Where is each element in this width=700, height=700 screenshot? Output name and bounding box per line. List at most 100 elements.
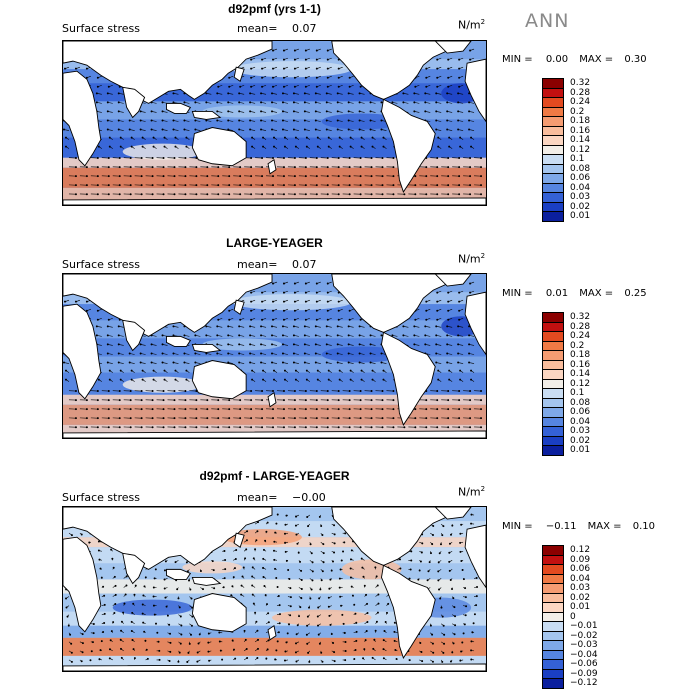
land-mass [331,507,453,566]
mean-value: −0.00 [292,491,326,504]
colorbar-tick-label: 0.24 [570,331,591,341]
colorbar-tick-label: 0.06 [570,564,591,574]
colorbar-tick-label: 0.02 [570,592,591,603]
colorbar-tick-label: 0.08 [570,163,591,174]
field-label: Surface stress [62,491,140,504]
colorbar-tick-label: 0.04 [570,416,591,427]
land-mass [166,102,192,114]
colorbar-tick-label: 0.12 [570,545,591,555]
colorbar-tick-label: −0.01 [570,621,598,631]
land-mass [191,343,222,353]
land-mass [166,568,192,580]
land-mass [464,524,486,589]
contour-band [63,404,486,425]
colorbar-tick-label: 0.01 [570,211,591,221]
colorbar-tick-label: −0.02 [570,630,598,641]
colorbar-tick-label: 0.18 [570,116,591,126]
colorbar-tick-label: 0.03 [570,583,591,593]
land-mass [233,299,245,315]
land-mass [63,41,273,104]
land-mass [381,98,436,193]
colorbar-tick-label: 0.32 [570,78,591,88]
colorbar-tick-label: 0.2 [570,340,585,351]
colorbar-tick-label: 0.03 [570,192,591,202]
colorbar-tick-label: 0.03 [570,426,591,436]
colorbar-tick-label: 0.2 [570,106,585,117]
colorbar-tick-label: 0.04 [570,573,591,584]
contour-patch [122,376,203,393]
contour-patch [321,113,402,130]
colorbar-tick-label: 0.09 [570,554,591,565]
contour-patch [202,338,282,351]
units-label: N/m2 [458,18,486,32]
panel-title: LARGE-YEAGER [226,236,323,250]
land-mass [381,331,436,426]
land-mass [267,158,277,175]
mean-label: mean= [237,491,278,504]
contour-band [63,167,486,188]
colorbar-tick-label: −0.04 [570,649,598,660]
world-map [62,506,487,672]
world-map [62,40,487,206]
colorbar-swatch [542,211,564,222]
colorbar-swatch [542,445,564,456]
land-mass [63,197,486,205]
land-mass [63,536,102,633]
map-canvas [63,274,486,438]
colorbar-tick-label: 0.02 [570,201,591,212]
colorbar-tick-label: −0.06 [570,659,598,669]
colorbar-tick-label: −0.09 [570,668,598,679]
map-canvas [63,507,486,671]
field-label: Surface stress [62,22,140,35]
colorbar-tick-label: 0.08 [570,397,591,408]
land-mass [166,335,192,347]
land-mass [233,66,245,82]
contour-patch [232,294,352,311]
land-mass [63,70,102,167]
colorbar-tick-label: 0.1 [570,154,585,164]
colorbar-tick-label: −0.12 [570,678,598,688]
land-mass [63,663,486,671]
colorbar-tick-label: 0.01 [570,445,591,455]
land-mass [267,391,277,408]
land-mass [434,274,472,287]
land-mass [63,303,102,400]
map-canvas [63,41,486,205]
colorbar-tick-label: −0.03 [570,640,598,650]
land-mass [331,274,453,333]
world-map [62,273,487,439]
colorbar-tick-label: 0.12 [570,378,591,389]
land-mass [191,127,247,167]
min-max-readout: MIN = 0.01 MAX = 0.25 [502,288,647,299]
contour-band [63,637,486,656]
land-mass [434,507,472,520]
colorbar-tick-label: 0.32 [570,312,591,322]
units-label: N/m2 [458,485,486,499]
land-mass [267,624,277,641]
colorbar-tick-label: 0.28 [570,87,591,98]
colorbar-tick-label: 0.18 [570,350,591,360]
land-mass [191,360,247,400]
contour-patch [272,609,372,626]
colorbar-tick-label: 0.14 [570,135,591,145]
contour-patch [232,61,352,78]
colorbar-tick-label: 0.01 [570,602,591,612]
contour-patch [182,561,243,574]
min-max-readout: MIN = 0.00 MAX = 0.30 [502,54,647,65]
mean-label: mean= [237,258,278,271]
land-mass [63,507,273,570]
land-mass [464,58,486,123]
contour-band [63,579,486,594]
colorbar-tick-label: 0.04 [570,182,591,193]
land-mass [191,576,222,586]
land-mass [63,430,486,438]
colorbar-tick-label: 0.14 [570,369,591,379]
season-label: ANN [525,10,570,32]
colorbar-tick-label: 0.16 [570,359,591,370]
colorbar-tick-label: 0.24 [570,97,591,107]
colorbar-swatch [542,678,564,689]
colorbar-tick-label: 0.16 [570,125,591,136]
mean-value: 0.07 [292,258,317,271]
land-mass [381,564,436,659]
mean-value: 0.07 [292,22,317,35]
